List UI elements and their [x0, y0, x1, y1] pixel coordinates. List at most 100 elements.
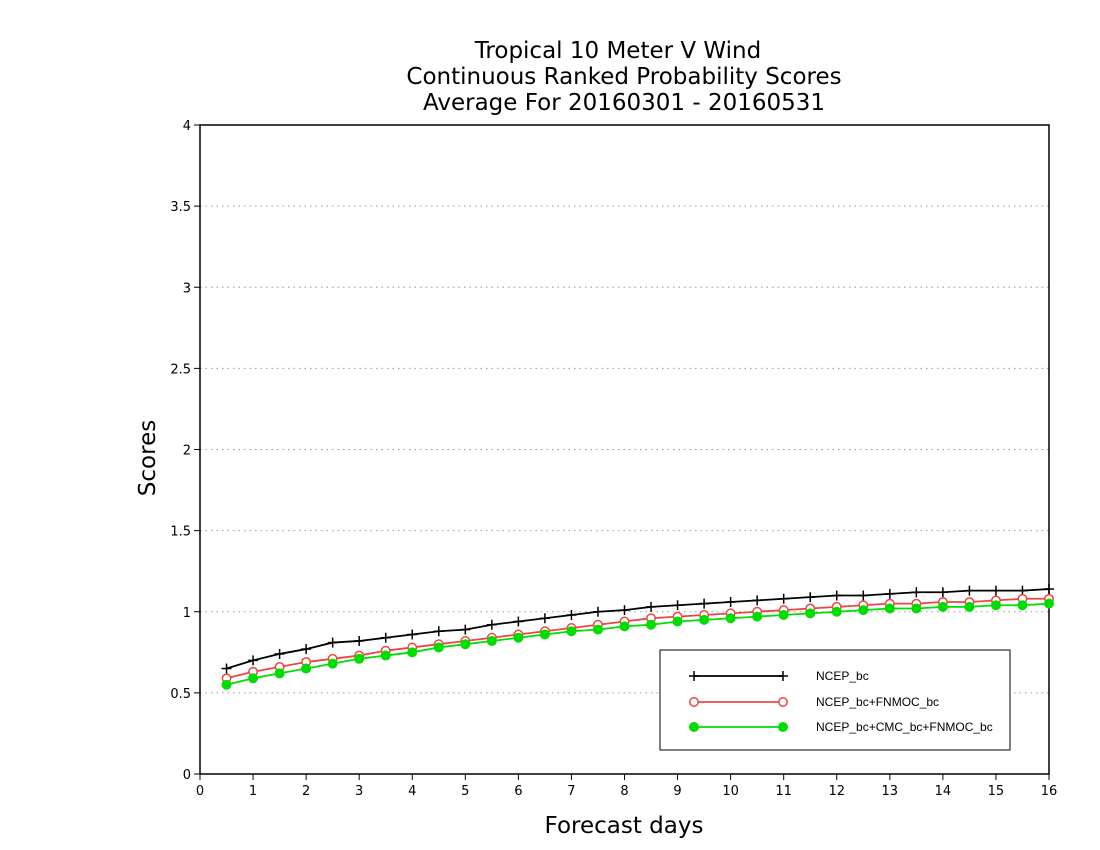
- legend-box: [659, 649, 1011, 751]
- data-point: [301, 644, 312, 655]
- y-tick-label: 2: [183, 444, 191, 459]
- data-point: [725, 597, 736, 608]
- legend-item: NCEP_bc: [689, 669, 869, 683]
- data-point: [221, 679, 232, 690]
- x-tick-label: 15: [988, 784, 1005, 799]
- x-tick-label: 5: [461, 784, 469, 799]
- data-point: [778, 593, 789, 604]
- data-point: [619, 621, 630, 632]
- data-point: [486, 619, 497, 630]
- data-point: [433, 642, 444, 653]
- data-point: [937, 587, 948, 598]
- data-point: [778, 609, 789, 620]
- title-line-3: Average For 20160301 - 20160531: [423, 90, 825, 116]
- title-line-2: Continuous Ranked Probability Scores: [406, 64, 841, 90]
- data-point: [248, 655, 259, 666]
- x-axis-ticks: 0 1 2 3 4 5 6 7 8 9 10 11 12 13 14 15 16: [196, 774, 1057, 799]
- data-point: [831, 590, 842, 601]
- data-point: [301, 663, 312, 674]
- data-point: [858, 605, 869, 616]
- legend-marker: [689, 697, 699, 707]
- data-point: [805, 608, 816, 619]
- legend-items: NCEP_bc NCEP_bc+FNMOC_bc NCEP_bc+CMC_bc+FN…: [689, 669, 993, 734]
- x-tick-label: 9: [673, 784, 681, 799]
- data-point: [380, 650, 391, 661]
- data-point: [937, 601, 948, 612]
- y-tick-label: 2.5: [170, 362, 191, 377]
- data-point: [884, 603, 895, 614]
- data-point: [1044, 598, 1054, 609]
- data-point: [672, 600, 683, 611]
- data-point: [513, 616, 524, 627]
- legend-label: NCEP_bc+CMC_bc+FNMOC_bc: [816, 720, 993, 734]
- data-point: [221, 663, 232, 674]
- legend-label: NCEP_bc: [816, 669, 869, 683]
- data-point: [699, 614, 710, 625]
- legend-marker: [778, 722, 788, 732]
- legend-marker: [689, 671, 699, 681]
- x-tick-label: 1: [249, 784, 257, 799]
- data-point: [274, 668, 285, 679]
- series-2: [221, 598, 1054, 690]
- data-point: [752, 595, 763, 606]
- data-point: [460, 639, 471, 650]
- legend-marker: [778, 671, 788, 681]
- y-axis-title: Scores: [135, 420, 161, 496]
- x-tick-label: 2: [302, 784, 310, 799]
- legend-marker: [689, 722, 699, 732]
- x-tick-label: 8: [620, 784, 628, 799]
- data-point: [539, 629, 550, 640]
- data-point: [964, 601, 975, 612]
- y-axis-ticks: 0 0.5 1 1.5 2 2.5 3 3.5 4: [170, 119, 200, 783]
- title-line-1: Tropical 10 Meter V Wind: [474, 38, 761, 64]
- x-tick-label: 4: [408, 784, 416, 799]
- data-point: [964, 585, 975, 596]
- chart-title: Tropical 10 Meter V Wind Continuous Rank…: [406, 38, 841, 116]
- data-point: [1044, 584, 1054, 595]
- data-point: [380, 632, 391, 643]
- x-axis-title: Forecast days: [545, 813, 704, 839]
- data-point: [248, 673, 259, 684]
- data-point: [486, 635, 497, 646]
- legend-marker: [778, 697, 788, 707]
- data-point: [911, 603, 922, 614]
- y-tick-label: 4: [183, 119, 191, 134]
- legend-label: NCEP_bc+FNMOC_bc: [816, 695, 939, 709]
- data-point: [911, 587, 922, 598]
- x-tick-label: 11: [775, 784, 792, 799]
- data-point: [646, 601, 657, 612]
- data-point: [513, 632, 524, 643]
- data-point: [566, 609, 577, 620]
- data-point: [274, 648, 285, 659]
- x-tick-label: 3: [355, 784, 363, 799]
- x-tick-label: 10: [722, 784, 739, 799]
- y-tick-label: 0.5: [170, 687, 191, 702]
- y-tick-label: 0: [183, 768, 191, 783]
- data-point: [805, 592, 816, 603]
- data-point: [858, 590, 869, 601]
- x-tick-label: 6: [514, 784, 522, 799]
- legend-item: NCEP_bc+FNMOC_bc: [689, 695, 939, 709]
- x-tick-label: 12: [828, 784, 845, 799]
- data-point: [699, 598, 710, 609]
- data-point: [1017, 600, 1028, 611]
- data-point: [539, 613, 550, 624]
- data-point: [460, 624, 471, 635]
- legend-item: NCEP_bc+CMC_bc+FNMOC_bc: [689, 720, 993, 734]
- data-point: [433, 626, 444, 637]
- y-tick-label: 3: [183, 281, 191, 296]
- data-point: [592, 624, 603, 635]
- legend: NCEP_bc NCEP_bc+FNMOC_bc NCEP_bc+CMC_bc+FN…: [659, 649, 1011, 751]
- x-tick-label: 14: [935, 784, 952, 799]
- x-tick-label: 16: [1041, 784, 1058, 799]
- x-tick-label: 13: [882, 784, 899, 799]
- data-point: [831, 606, 842, 617]
- data-point: [407, 647, 418, 658]
- data-point: [566, 626, 577, 637]
- y-tick-label: 1: [183, 606, 191, 621]
- data-point: [354, 635, 365, 646]
- data-point: [407, 629, 418, 640]
- data-point: [327, 658, 338, 669]
- y-tick-label: 3.5: [170, 200, 191, 215]
